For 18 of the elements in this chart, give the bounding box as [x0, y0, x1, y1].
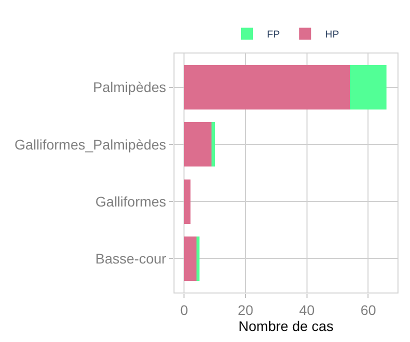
- x-tick-label: 40: [299, 302, 315, 318]
- legend-label: FP: [267, 30, 280, 41]
- bar: [184, 236, 196, 281]
- y-tick-label: Palmipèdes: [93, 79, 166, 96]
- bar: [184, 122, 212, 167]
- legend-label: HP: [325, 30, 340, 41]
- x-tick-label: 20: [238, 302, 254, 318]
- y-tick-label: Galliformes: [95, 193, 166, 210]
- bar: [196, 236, 200, 281]
- y-tick-label: Basse-cour: [95, 250, 167, 267]
- bar: [184, 65, 350, 110]
- bar: [350, 65, 387, 110]
- bar: [184, 179, 190, 224]
- y-tick-label: Galliformes_Palmipèdes: [14, 136, 166, 152]
- x-tick-label: 0: [180, 302, 188, 318]
- bar: [212, 122, 215, 167]
- x-axis-title: Nombre de cas: [238, 318, 334, 334]
- x-tick-label: 60: [360, 302, 376, 318]
